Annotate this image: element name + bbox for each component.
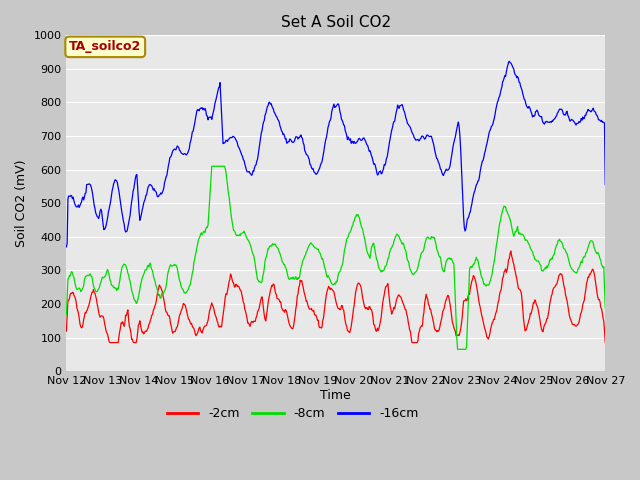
-16cm — [602, 181, 609, 187]
Line: -2cm: -2cm — [67, 251, 605, 343]
X-axis label: Time: Time — [321, 389, 351, 402]
-8cm — [182, 289, 190, 295]
-8cm — [128, 287, 136, 293]
-16cm — [182, 152, 190, 158]
Line: -16cm: -16cm — [67, 61, 605, 247]
-8cm — [402, 248, 410, 254]
-8cm — [454, 347, 461, 352]
Line: -8cm: -8cm — [67, 166, 605, 349]
-16cm — [128, 199, 136, 205]
-2cm — [183, 311, 191, 316]
Y-axis label: Soil CO2 (mV): Soil CO2 (mV) — [15, 159, 28, 247]
-2cm — [507, 248, 515, 254]
-8cm — [208, 163, 216, 169]
Text: TA_soilco2: TA_soilco2 — [69, 40, 141, 53]
-8cm — [418, 250, 426, 255]
-8cm — [63, 312, 70, 318]
-16cm — [506, 59, 513, 64]
-2cm — [63, 328, 70, 334]
Title: Set A Soil CO2: Set A Soil CO2 — [281, 15, 391, 30]
-16cm — [63, 244, 70, 250]
-8cm — [602, 305, 609, 311]
-2cm — [106, 340, 114, 346]
-2cm — [212, 313, 220, 319]
Legend: -2cm, -8cm, -16cm: -2cm, -8cm, -16cm — [162, 402, 423, 425]
-2cm — [602, 340, 609, 346]
-8cm — [212, 163, 220, 169]
-2cm — [402, 307, 410, 312]
-2cm — [129, 336, 136, 342]
-16cm — [211, 101, 219, 107]
-16cm — [417, 135, 425, 141]
-8cm — [72, 285, 80, 291]
-16cm — [72, 204, 80, 210]
-2cm — [72, 299, 80, 305]
-2cm — [418, 323, 426, 328]
-16cm — [401, 112, 409, 118]
